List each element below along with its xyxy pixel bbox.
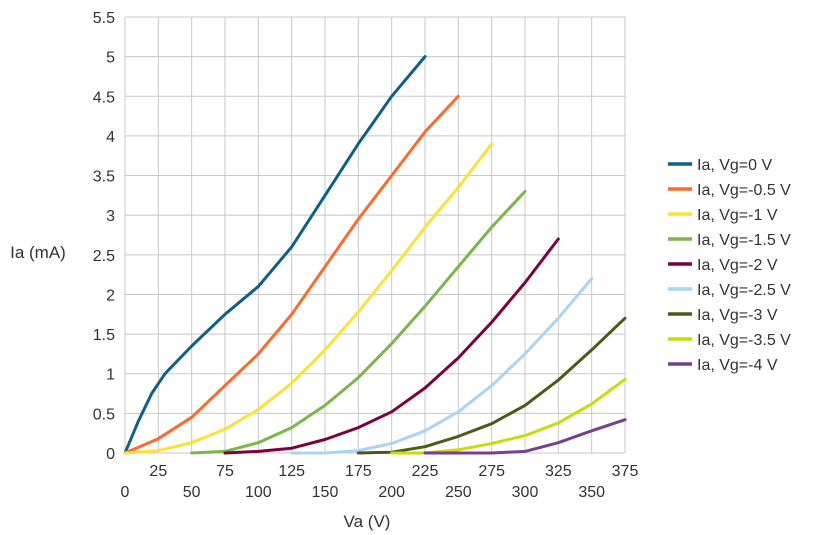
legend-label: Ia, Vg=-1.5 V: [697, 232, 791, 249]
series-line-8: [423, 418, 627, 455]
x-tick-label: 0: [121, 484, 130, 501]
x-tick-label: 100: [245, 484, 272, 501]
y-tick-label: 1: [106, 367, 115, 384]
y-tick-label: 3.5: [93, 169, 115, 186]
series-line-0: [123, 55, 427, 455]
y-tick-label: 5.5: [93, 10, 115, 27]
x-tick-label: 50: [183, 484, 201, 501]
y-tick-label: 4.5: [93, 89, 115, 106]
x-tick-labels: 0 25 50 75 100 125 150 175 200 225 250 275 300 325 350…: [121, 463, 639, 501]
series-line-6: [356, 316, 627, 455]
series-line-3: [190, 189, 527, 455]
legend-label: Ia, Vg=-3 V: [697, 307, 778, 324]
series-line-5: [290, 277, 594, 455]
legend-label: Ia, Vg=-4 V: [697, 357, 778, 374]
x-tick-label: 225: [412, 463, 439, 480]
x-tick-label: 75: [216, 463, 234, 480]
x-tick-label: 250: [445, 484, 472, 501]
x-tick-label: 25: [149, 463, 167, 480]
series-line-2: [123, 142, 494, 455]
y-tick-label: 3: [106, 208, 115, 225]
x-tick-label: 350: [578, 484, 605, 501]
x-tick-label: 150: [312, 484, 339, 501]
x-tick-label: 375: [612, 463, 639, 480]
legend-label: Ia, Vg=-0.5 V: [697, 182, 791, 199]
x-tick-label: 200: [378, 484, 405, 501]
x-tick-label: 275: [478, 463, 505, 480]
legend-label: Ia, Vg=-2 V: [697, 257, 778, 274]
x-tick-label: 125: [278, 463, 305, 480]
legend-label: Ia, Vg=-2.5 V: [697, 282, 791, 299]
legend-label: Ia, Vg=-1 V: [697, 207, 778, 224]
y-tick-label: 0.5: [93, 406, 115, 423]
y-tick-label: 2: [106, 287, 115, 304]
series-line-1: [123, 94, 460, 455]
legend: Ia, Vg=0 V Ia, Vg=-0.5 V Ia, Vg=-1 V Ia, Vg…: [668, 157, 791, 374]
series-lines: [123, 55, 627, 455]
x-tick-label: 300: [512, 484, 539, 501]
y-tick-label: 4: [106, 129, 115, 146]
y-tick-labels: 0 0.5 1 1.5 2 2.5 3 3.5 4 4.5 5 5.5: [93, 10, 115, 463]
x-tick-label: 325: [545, 463, 572, 480]
legend-label: Ia, Vg=0 V: [697, 157, 772, 174]
y-tick-label: 5: [106, 50, 115, 67]
y-axis-title: Ia (mA): [10, 243, 66, 262]
x-axis-title: Va (V): [344, 512, 391, 531]
y-tick-label: 0: [106, 446, 115, 463]
series-line-4: [223, 237, 560, 455]
legend-label: Ia, Vg=-3.5 V: [697, 332, 791, 349]
x-tick-label: 175: [345, 463, 372, 480]
y-tick-label: 2.5: [93, 248, 115, 265]
y-tick-label: 1.5: [93, 327, 115, 344]
